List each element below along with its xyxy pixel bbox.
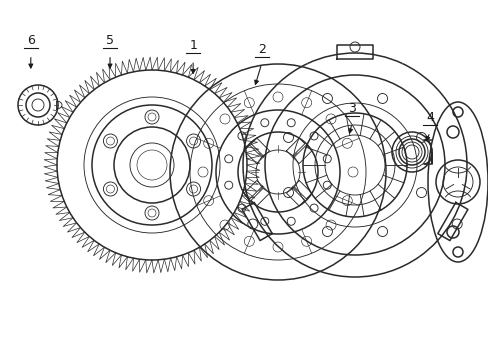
Text: 4: 4 xyxy=(426,111,433,124)
Text: 2: 2 xyxy=(257,43,265,56)
Text: 1: 1 xyxy=(189,39,197,52)
Text: 3: 3 xyxy=(347,102,355,115)
Text: 5: 5 xyxy=(106,34,114,47)
Text: 6: 6 xyxy=(27,34,35,47)
